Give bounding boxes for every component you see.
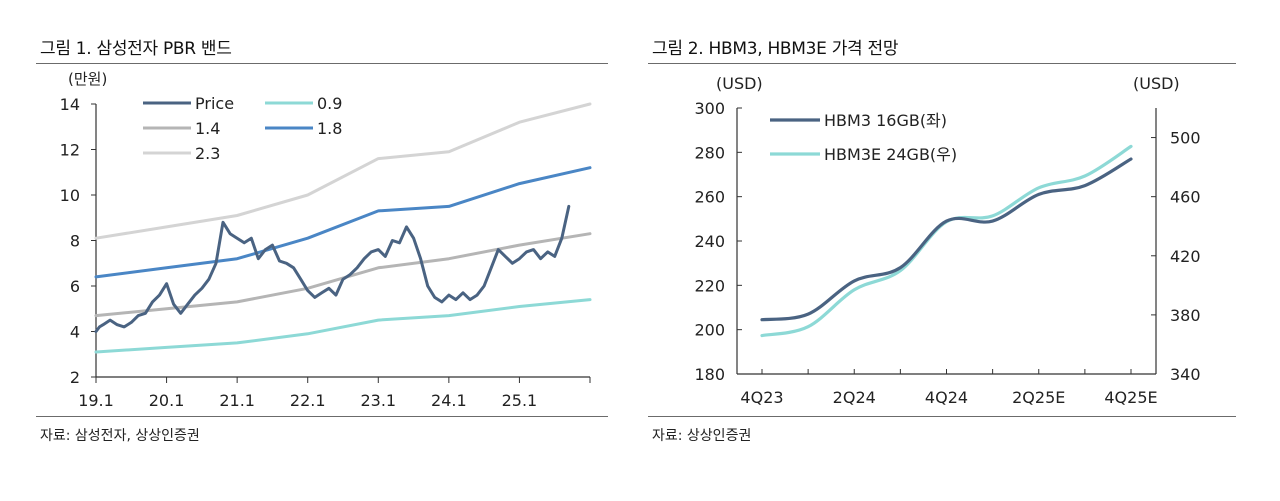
series-line-2-3 xyxy=(94,102,592,240)
series-line-0-9 xyxy=(94,298,592,354)
left-y-tick-label: 180 xyxy=(694,365,725,384)
legend-label: 1.8 xyxy=(317,119,342,138)
x-tick-label: 23.1 xyxy=(360,391,396,410)
right-axis-unit: (USD) xyxy=(1133,74,1180,93)
y-tick-label: 12 xyxy=(60,141,80,160)
pbr-band-figure: 그림 1. 삼성전자 PBR 밴드 (만원) 2 4 6 8 10 12 14 19.1 20.1… xyxy=(0,0,620,501)
figure-title: 그림 1. 삼성전자 PBR 밴드 xyxy=(40,39,232,59)
top-rule xyxy=(648,63,1236,64)
left-y-tick-label: 240 xyxy=(694,232,725,251)
x-tick-label: 2Q25E xyxy=(1012,388,1065,407)
legend-label: 2.3 xyxy=(195,144,220,163)
figure-title: 그림 2. HBM3, HBM3E 가격 전망 xyxy=(652,39,899,59)
legend-label: HBM3 16GB(좌) xyxy=(824,111,947,130)
y-tick-label: 2 xyxy=(70,368,80,387)
series-line-1-4 xyxy=(94,232,592,318)
right-y-tick-label: 380 xyxy=(1170,306,1201,325)
x-tick-label: 4Q25E xyxy=(1104,388,1157,407)
x-tick-label: 25.1 xyxy=(502,391,538,410)
x-tick-label: 20.1 xyxy=(149,391,185,410)
y-axis-unit: (만원) xyxy=(68,70,107,88)
x-tick-label: 4Q24 xyxy=(925,388,968,407)
y-tick-label: 14 xyxy=(60,95,80,114)
source-note: 자료: 상상인증권 xyxy=(652,428,752,444)
hbm-price-figure: 그림 2. HBM3, HBM3E 가격 전망 (USD) (USD) 180 200… xyxy=(640,0,1260,501)
y-tick-label: 10 xyxy=(60,186,80,205)
x-tick-label: 19.1 xyxy=(78,391,114,410)
left-y-tick-label: 220 xyxy=(694,276,725,295)
source-note: 자료: 삼성전자, 상상인증권 xyxy=(40,428,200,444)
series-line-1-8 xyxy=(94,166,592,279)
legend-label: HBM3E 24GB(우) xyxy=(824,145,957,164)
left-y-tick-label: 300 xyxy=(694,99,725,118)
right-y-tick-label: 460 xyxy=(1170,188,1201,207)
hbm-price-chart: (USD) (USD) 180 200 220 240 260 280 300 340 380 420… xyxy=(694,74,1201,407)
x-tick-label: 2Q24 xyxy=(833,388,876,407)
left-y-tick-label: 280 xyxy=(694,143,725,162)
legend-label: 0.9 xyxy=(317,94,342,113)
right-y-tick-label: 340 xyxy=(1170,365,1201,384)
y-tick-label: 6 xyxy=(70,277,80,296)
right-y-tick-label: 500 xyxy=(1170,129,1201,148)
pbr-band-chart: (만원) 2 4 6 8 10 12 14 19.1 20.1 21.1 22.1 23.1 24.1 25… xyxy=(60,70,592,410)
legend-label: 1.4 xyxy=(195,119,220,138)
x-tick-label: 21.1 xyxy=(219,391,255,410)
bottom-rule xyxy=(648,416,1236,417)
left-y-tick-label: 260 xyxy=(694,188,725,207)
top-rule xyxy=(36,63,608,64)
y-tick-label: 8 xyxy=(70,232,80,251)
x-tick-label: 22.1 xyxy=(290,391,326,410)
right-y-tick-label: 420 xyxy=(1170,247,1201,266)
left-axis-unit: (USD) xyxy=(716,74,763,93)
left-y-tick-label: 200 xyxy=(694,321,725,340)
x-tick-label: 4Q23 xyxy=(740,388,783,407)
legend-label: Price xyxy=(195,94,234,113)
series-line-Price xyxy=(94,204,571,333)
series-line-hbm3 xyxy=(760,157,1133,322)
x-tick-label: 24.1 xyxy=(431,391,467,410)
y-tick-label: 4 xyxy=(70,323,80,342)
bottom-rule xyxy=(36,416,608,417)
